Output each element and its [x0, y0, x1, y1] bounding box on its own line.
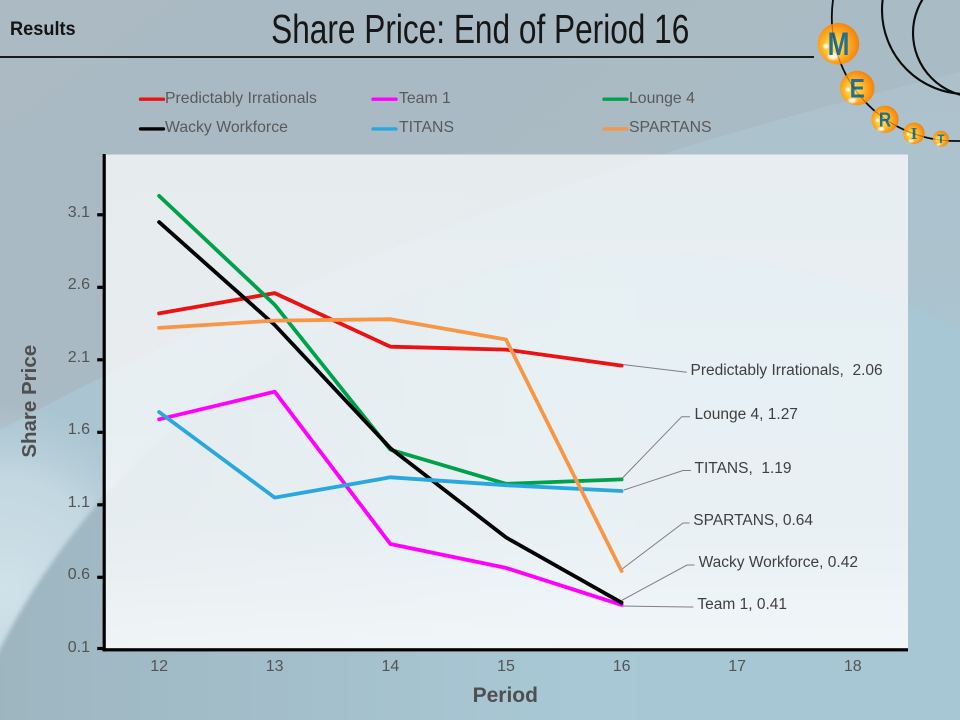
- svg-text:M: M: [828, 28, 850, 63]
- svg-text:I: I: [911, 124, 918, 143]
- svg-text:R: R: [879, 108, 892, 131]
- svg-text:E: E: [850, 74, 865, 104]
- svg-text:T: T: [937, 132, 945, 146]
